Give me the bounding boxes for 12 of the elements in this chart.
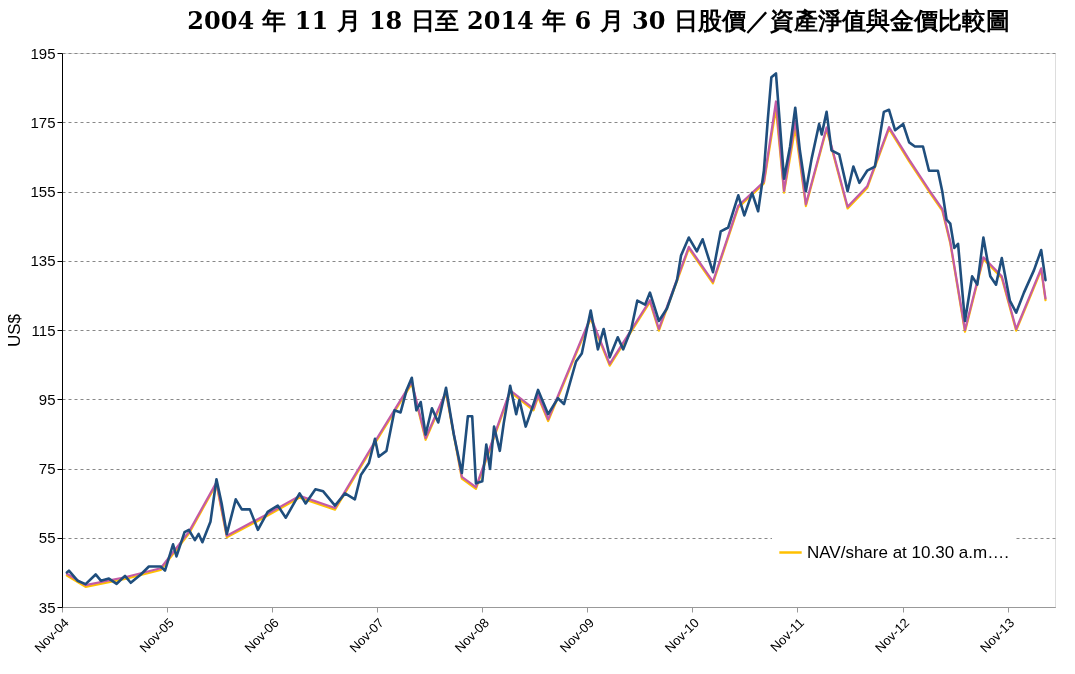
chart-title: 2004 年 11 月 18 日至 2014 年 6 月 30 日股價／資產淨值與金價比較圖: [187, 6, 1010, 35]
y-tick-label: 135: [30, 252, 56, 270]
y-tick-label: 175: [30, 113, 56, 131]
y-tick-label: 35: [38, 598, 56, 616]
y-axis-title: US$: [5, 313, 25, 348]
y-tick-label: 55: [38, 529, 56, 547]
y-tick-label: 95: [38, 390, 56, 408]
y-tick-label: 155: [30, 183, 56, 200]
y-tick-label: 115: [31, 321, 56, 339]
y-tick-label: 75: [38, 460, 56, 477]
y-tick-label: 195: [30, 44, 56, 62]
legend-label: NAV/share at 10.30 a.m….: [807, 542, 1009, 562]
